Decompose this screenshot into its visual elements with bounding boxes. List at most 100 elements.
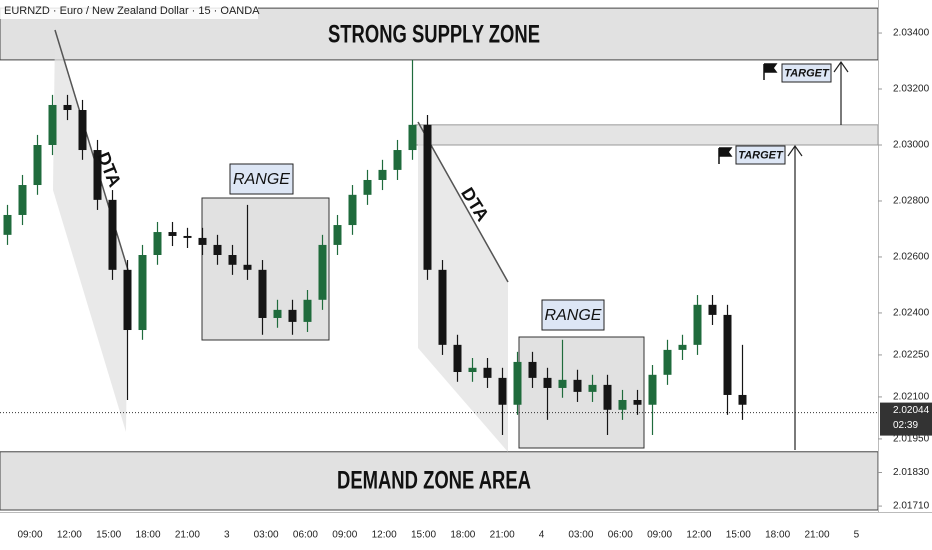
y-tick-label: 2.03000 [893,140,930,151]
candle-body [468,367,477,373]
target-tag [735,145,786,165]
last-price-tag [880,402,932,436]
range-box [518,336,645,449]
countdown-label: 02:39 [893,420,918,431]
y-tick-label: 2.02100 [893,392,930,403]
target-label: TARGET [738,149,784,161]
target-arrow-head [833,60,849,73]
x-tick-label: 12:00 [372,530,397,541]
candle-body [153,232,162,255]
candle-body [213,244,222,255]
candle-body [603,384,612,410]
axes: 2.03400 2.03200 2.03000 2.02800 2.02600 2.024… [0,28,932,541]
zone-label: DEMAND ZONE AREA [337,467,531,495]
candle-body [3,214,12,235]
zone [0,451,879,511]
candle-body [393,150,402,170]
candle-body [33,144,42,186]
candle-body [288,309,297,322]
symbol-title: EURNZD · Euro / New Zealand Dollar · 15 … [4,5,260,17]
candle-body [558,379,567,388]
candle-body [138,255,147,331]
candle-body [378,169,387,180]
candle-body [618,399,627,410]
candle-body [318,244,327,300]
y-tick-label: 2.02600 [893,252,930,263]
candle-body [18,185,27,215]
candle-body [453,344,462,373]
x-tick-label: 18:00 [136,530,161,541]
x-tick-label: 15:00 [96,530,121,541]
target-label: TARGET [784,67,830,79]
candle-body [273,309,282,318]
zones: STRONG SUPPLY ZONE DEMAND ZONE AREA [0,7,879,511]
dta-line [417,121,509,283]
x-tick-label: 09:00 [332,530,357,541]
candle-body [678,344,687,350]
candle-body [108,199,117,270]
candle-body [528,361,537,378]
candle-body [243,264,252,270]
x-tick-label: 06:00 [608,530,633,541]
dta-channel [53,30,128,432]
candle-body [78,110,87,151]
candles [3,59,747,435]
range-label: RANGE [233,171,290,188]
range-label: RANGE [545,307,602,324]
x-tick-label: 21:00 [175,530,200,541]
candle-body [723,314,732,395]
y-tick-label: 2.03200 [893,84,930,95]
y-tick-label: 2.03400 [893,28,930,39]
candle-body [93,150,102,200]
x-tick-label: 3 [224,530,230,541]
y-tick-label: 2.02400 [893,308,930,319]
zone-label: STRONG SUPPLY ZONE [328,21,540,49]
range-tag [229,163,294,195]
x-tick-label: 03:00 [568,530,593,541]
candle-body [183,235,192,238]
candle-body [123,269,132,331]
candle-body [423,124,432,270]
y-tick-label: 2.01950 [893,434,930,445]
candle-body [738,394,747,405]
x-tick-label: 18:00 [765,530,790,541]
target-flag [718,147,733,164]
candle-body [408,124,417,151]
target-tag [781,63,832,83]
x-tick-label: 5 [854,530,860,541]
x-tick-label: 21:00 [804,530,829,541]
candle-body [483,367,492,378]
candle-body [648,374,657,405]
candle-body [363,179,372,195]
candle-body [48,104,57,145]
target-flag [763,63,778,80]
x-tick-label: 12:00 [686,530,711,541]
x-tick-label: 09:00 [647,530,672,541]
title-bg [0,3,258,19]
x-tick-label: 09:00 [17,530,42,541]
candle-body [498,377,507,405]
y-tick-label: 2.02800 [893,196,930,207]
candle-body [693,304,702,345]
x-tick-label: 4 [539,530,545,541]
candle-body [168,232,177,236]
target-zone [414,124,879,146]
y-tick-label: 2.01830 [893,467,930,478]
x-tick-label: 15:00 [411,530,436,541]
candle-body [348,194,357,226]
candle-body [708,304,717,315]
candle-body [303,299,312,322]
candle-body [543,377,552,388]
candle-body [663,349,672,375]
candle-body [438,269,447,345]
candle-body [228,255,237,265]
x-tick-label: 15:00 [726,530,751,541]
range-tag [541,299,605,331]
x-tick-label: 06:00 [293,530,318,541]
candle-body [258,269,267,318]
x-tick-label: 21:00 [490,530,515,541]
candle-body [588,384,597,392]
x-tick-label: 03:00 [254,530,279,541]
y-tick-label: 2.02250 [893,350,930,361]
